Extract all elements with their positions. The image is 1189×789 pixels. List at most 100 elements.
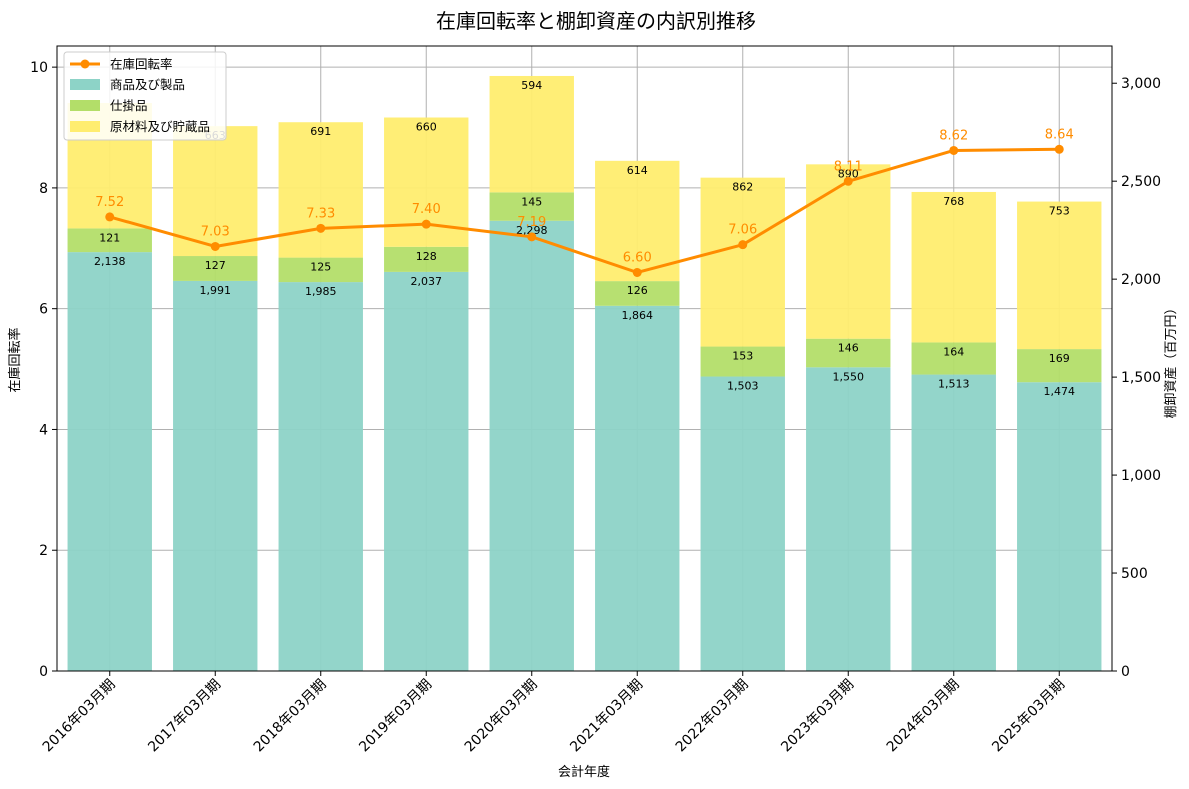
bar-label-materials: 691 [310, 125, 331, 138]
turnover-line [109, 147, 1060, 274]
bar-products [595, 305, 680, 671]
bar-label-wip: 121 [99, 231, 120, 244]
chart-title: 在庫回転率と棚卸資産の内訳別推移 [436, 9, 756, 33]
legend-label-wip: 仕掛品 [110, 98, 148, 113]
turnover-point [421, 219, 431, 229]
x-tick-label: 2016年03月期 [40, 677, 119, 756]
bar-label-products: 2,037 [411, 275, 443, 288]
bar-materials [1017, 201, 1102, 350]
bar-materials [806, 164, 891, 339]
turnover-label: 7.40 [412, 202, 441, 217]
bars-layer [67, 75, 1102, 671]
y-left-tick-label: 4 [39, 422, 48, 438]
y-right-tick-label: 2,000 [1121, 272, 1161, 288]
x-tick-label: 2017年03月期 [145, 677, 224, 756]
bar-label-products: 1,864 [622, 309, 654, 322]
x-tick-label: 2022年03月期 [673, 677, 752, 756]
bar-label-wip: 169 [1049, 352, 1070, 365]
turnover-label: 7.33 [306, 206, 335, 221]
turnover-label: 8.62 [939, 128, 968, 143]
bar-wip [384, 246, 469, 272]
turnover-point [527, 232, 537, 242]
legend-swatch-products [70, 79, 100, 90]
bar-products [67, 252, 152, 671]
y-right-tick-label: 1,000 [1121, 468, 1161, 484]
y-left-tick-label: 8 [39, 181, 48, 197]
turnover-point [316, 223, 326, 233]
y-right-tick-label: 3,000 [1121, 76, 1161, 92]
turnover-point [738, 240, 748, 250]
turnover-point [632, 267, 642, 277]
bar-wip [67, 228, 152, 253]
bar-label-materials: 890 [838, 167, 859, 180]
bar-wip [911, 342, 996, 375]
turnover-label: 7.19 [517, 215, 546, 230]
bar-label-products: 1,474 [1044, 385, 1076, 398]
turnover-label: 8.11 [834, 159, 863, 174]
bar-label-materials: 753 [1049, 205, 1070, 218]
y-right-tick-label: 500 [1121, 566, 1148, 582]
bar-products [384, 271, 469, 671]
bar-materials [173, 126, 258, 257]
turnover-point [843, 176, 853, 186]
bar-label-materials: 862 [732, 181, 753, 194]
bar-label-wip: 164 [943, 345, 964, 358]
turnover-label: 7.03 [201, 224, 230, 239]
legend-swatch-wip [70, 100, 100, 111]
bar-label-materials: 768 [943, 195, 964, 208]
bar-materials [700, 177, 785, 347]
y-left-tick-label: 6 [39, 302, 48, 318]
bar-materials [278, 122, 363, 258]
bar-products [173, 280, 258, 671]
bar-materials [595, 160, 680, 282]
turnover-label: 8.64 [1045, 127, 1074, 142]
turnover-label: 7.52 [95, 195, 124, 210]
y-right-tick-label: 1,500 [1121, 370, 1161, 386]
bar-label-wip: 126 [627, 284, 648, 297]
bar-wip [1017, 349, 1102, 383]
bar-wip [595, 281, 680, 306]
bar-label-products: 1,550 [833, 370, 865, 383]
legend-label-products: 商品及び製品 [110, 77, 185, 92]
y-right-tick-label: 0 [1121, 664, 1130, 680]
bar-label-products: 1,503 [727, 380, 759, 393]
turnover-point [105, 212, 115, 222]
legend-swatch-materials [70, 121, 100, 132]
turnover-point [1054, 144, 1064, 154]
bar-materials [489, 75, 574, 193]
y-left-tick-label: 10 [30, 60, 48, 76]
x-axis-title: 会計年度 [558, 764, 610, 780]
bar-label-wip: 145 [521, 195, 542, 208]
turnover-point [949, 145, 959, 155]
x-tick-label: 2019年03月期 [356, 677, 435, 756]
turnover-label: 6.60 [623, 250, 652, 265]
bar-products [278, 282, 363, 671]
y-left-tick-label: 2 [39, 543, 48, 559]
bar-label-wip: 125 [310, 261, 331, 274]
x-tick-label: 2020年03月期 [462, 677, 541, 756]
legend-label-materials: 原材料及び貯蔵品 [110, 119, 210, 134]
bar-label-products: 1,991 [200, 284, 232, 297]
bar-label-products: 1,985 [305, 285, 337, 298]
bar-label-wip: 128 [416, 250, 437, 263]
bar-label-materials: 594 [521, 79, 542, 92]
x-tick-label: 2025年03月期 [989, 677, 1068, 756]
legend: 在庫回転率 商品及び製品 仕掛品 原材料及び貯蔵品 [63, 51, 227, 141]
legend-label-turnover: 在庫回転率 [110, 57, 173, 72]
bar-label-wip: 153 [732, 350, 753, 363]
bar-products [489, 220, 574, 671]
plot-frame [56, 45, 1113, 672]
bar-wip [173, 256, 258, 281]
y-axis-right-title: 棚卸資産（百万円） [1163, 301, 1179, 418]
x-tick-label: 2018年03月期 [251, 677, 330, 756]
bar-wip [806, 338, 891, 368]
bar-label-wip: 146 [838, 342, 859, 355]
turnover-label: 7.06 [728, 223, 757, 238]
bar-products [700, 376, 785, 671]
y-right-tick-label: 2,500 [1121, 174, 1161, 190]
line-layer: 7.52 7.03 7.33 7.40 7.19 6.60 7.06 8.11 8.62 8.64 [95, 127, 1074, 277]
legend-line-marker [80, 59, 90, 69]
bar-label-products: 2,138 [94, 255, 126, 268]
